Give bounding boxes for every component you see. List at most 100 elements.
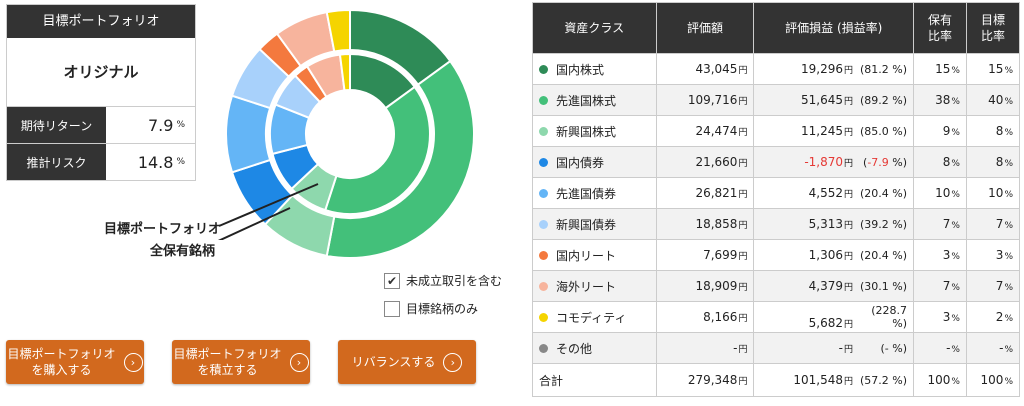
holding-ratio-number: 15 (935, 62, 951, 76)
yen-unit: 円 (738, 66, 748, 76)
estimated-risk-row: 推計リスク 14.8% (7, 144, 195, 180)
rate-open: ( (859, 63, 865, 76)
valuation-number: 26,821 (695, 186, 738, 200)
target-ratio-number: 40 (988, 93, 1004, 107)
rate-number: 20.4 (864, 249, 889, 262)
yen-unit: 円 (844, 66, 854, 76)
rate-open: ( (859, 374, 865, 387)
total-label: 合計 (532, 363, 657, 397)
asset-class-name: その他 (556, 341, 593, 356)
legend-dot-icon (539, 281, 548, 291)
rebalance-button[interactable]: リバランスする › (338, 340, 476, 384)
rate-number: 20.4 (864, 187, 889, 200)
asset-class-cell: コモディティ (532, 301, 657, 333)
pct-unit: % (951, 377, 960, 387)
valuation-cell: 21,660円 (655, 146, 755, 178)
legend-dot-icon (539, 312, 548, 322)
rate-number: 57.2 (864, 374, 889, 387)
gain-rate: (85.0 %) (853, 125, 907, 138)
target-ratio-cell: -% (965, 332, 1021, 364)
rate-open: ( (859, 249, 865, 262)
gain-cell: 51,645円 (89.2 %) (753, 84, 915, 116)
total-gain: 101,548円 (57.2 %) (753, 363, 915, 397)
rebalance-button-label: リバランスする (351, 355, 436, 369)
valuation-number: 21,660 (695, 155, 738, 169)
yen-unit: 円 (844, 377, 854, 387)
rate-open: ( (859, 218, 865, 231)
gain-rate: (89.2 %) (853, 94, 907, 107)
rate-close: %) (888, 63, 908, 76)
gain-rate: (20.4 %) (853, 249, 907, 262)
gain-rate: (30.1 %) (853, 280, 907, 293)
pct-unit: % (1004, 314, 1013, 324)
accumulate-target-portfolio-button[interactable]: 目標ポートフォリオ を積立する › (172, 340, 310, 384)
valuation-cell: 18,858円 (655, 208, 755, 240)
asset-class-label: 新興国株式 (539, 123, 650, 140)
expected-return-value: 7.9% (106, 107, 195, 143)
gain-rate: (228.7 %) (853, 304, 907, 330)
rate-number: 81.2 (864, 63, 889, 76)
total-row: 合計 279,348円 101,548円 (57.2 %) 100% 100% (532, 363, 1021, 397)
target-ratio-number: 10 (988, 186, 1004, 200)
yen-unit: 円 (844, 320, 854, 330)
target-ratio-number: 2 (995, 310, 1004, 324)
valuation-number: 24,474 (695, 124, 738, 138)
holding-ratio-cell: 3% (913, 301, 967, 333)
rate-number: 85.0 (864, 125, 889, 138)
valuation-cell: 24,474円 (655, 115, 755, 147)
pct-unit: % (1004, 159, 1013, 169)
target-only-checkbox[interactable] (384, 300, 400, 317)
holding-ratio-number: 10 (935, 186, 951, 200)
include-pending-checkbox[interactable]: ✔ (384, 272, 400, 289)
table-row: その他 -円 -円 (- %) -% -% (532, 332, 1021, 364)
target-ratio-cell: 7% (965, 270, 1021, 302)
rate-close: %) (888, 218, 908, 231)
gain-cell: 4,552円 (20.4 %) (753, 177, 915, 209)
asset-class-label: 先進国債券 (539, 185, 650, 202)
valuation-cell: -円 (655, 332, 755, 364)
estimated-risk-label: 推計リスク (7, 144, 106, 180)
holdings-callout-line (217, 207, 291, 240)
gain-cell: 5,313円 (39.2 %) (753, 208, 915, 240)
holding-ratio-number: 8 (942, 155, 951, 169)
valuation-number: 7,699 (703, 248, 738, 262)
rate-open: ( (859, 280, 865, 293)
holding-ratio-cell: 7% (913, 208, 967, 240)
gain-number: 51,645 (801, 93, 844, 107)
legend-dot-icon (539, 126, 548, 136)
gain-number: 4,552 (808, 186, 844, 200)
pct-unit: % (1004, 190, 1013, 200)
pct-unit: % (951, 345, 960, 355)
pct-unit: % (951, 159, 960, 169)
rate-open: ( (871, 304, 876, 317)
asset-class-name: 新興国債券 (556, 217, 617, 232)
yen-unit: 円 (844, 252, 854, 262)
expected-return-row: 期待リターン 7.9% (7, 107, 195, 144)
holding-ratio-cell: 3% (913, 239, 967, 271)
include-pending-option[interactable]: ✔ 未成立取引を含む (384, 272, 502, 289)
chevron-right-icon: › (289, 352, 309, 372)
legend-dot-icon (539, 343, 548, 353)
asset-class-cell: 先進国債券 (532, 177, 657, 209)
valuation-number: 109,716 (687, 93, 738, 107)
table-row: コモディティ 8,166円 5,682円(228.7 %) 3% 2% (532, 301, 1021, 333)
yen-unit: 円 (738, 159, 748, 169)
rate-number: - (884, 342, 889, 355)
pct-unit: % (951, 221, 960, 231)
table-row: 先進国債券 26,821円 4,552円 (20.4 %) 10% 10% (532, 177, 1021, 209)
yen-unit: 円 (844, 221, 854, 231)
target-only-option[interactable]: 目標銘柄のみ (384, 300, 478, 317)
gain-number: 5,682 (808, 316, 844, 330)
yen-unit: 円 (844, 283, 854, 293)
valuation-number: 8,166 (703, 310, 738, 324)
target-only-label: 目標銘柄のみ (406, 302, 479, 316)
target-callout-line (218, 183, 319, 227)
asset-class-cell: 海外リート (532, 270, 657, 302)
buy-target-portfolio-button[interactable]: 目標ポートフォリオ を購入する › (6, 340, 144, 384)
pct-unit: % (951, 128, 960, 138)
legend-dot-icon (539, 95, 548, 105)
gain-rate: (- %) (853, 342, 908, 355)
asset-class-name: コモディティ (556, 310, 627, 325)
total-target-number: 100 (980, 373, 1004, 387)
target-ratio-number: 7 (995, 279, 1004, 293)
